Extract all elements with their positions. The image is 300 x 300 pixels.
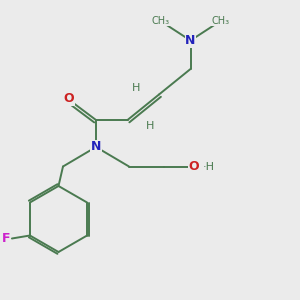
Text: CH₃: CH₃ <box>152 16 169 26</box>
Text: CH₃: CH₃ <box>212 16 230 26</box>
Text: N: N <box>185 34 196 47</box>
Text: ·H: ·H <box>202 161 214 172</box>
Text: O: O <box>188 160 199 173</box>
Text: O: O <box>64 92 74 106</box>
Text: F: F <box>2 232 11 245</box>
Text: N: N <box>91 140 101 154</box>
Text: H: H <box>146 121 154 131</box>
Text: H: H <box>132 83 141 94</box>
